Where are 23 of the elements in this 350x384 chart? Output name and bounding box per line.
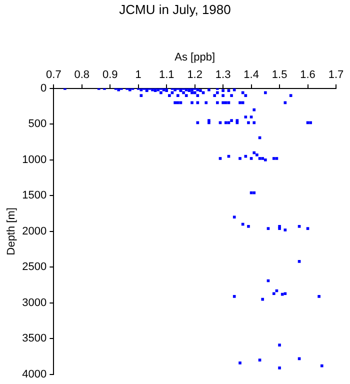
y-tick-label: 1500 — [22, 190, 47, 202]
y-tick-label: 2000 — [22, 225, 47, 238]
y-tick-label: 0 — [40, 82, 47, 94]
x-tick-label: 1 — [135, 68, 142, 81]
y-tick-label: 4000 — [22, 368, 47, 380]
x-axis-title: As [ppb] — [174, 52, 216, 64]
y-tick-label: 500 — [28, 118, 47, 130]
y-axis-title: Depth [m] — [6, 208, 18, 256]
x-tick-label: 0.9 — [102, 68, 118, 81]
y-tick-label: 3000 — [22, 296, 47, 309]
x-tick-label: 1.6 — [300, 68, 316, 81]
y-tick-label: 1000 — [22, 154, 47, 166]
x-tick-label: 1.5 — [272, 68, 288, 81]
x-tick-label: 0.8 — [74, 68, 90, 81]
x-tick-label: 0.7 — [46, 68, 62, 81]
x-tick-label: 1.4 — [244, 68, 259, 81]
y-tick-label: 2500 — [22, 261, 47, 274]
y-tick-label: 3500 — [22, 332, 47, 345]
x-tick-label: 1.3 — [215, 68, 231, 81]
x-tick-label: 1.2 — [187, 68, 202, 81]
x-tick-label: 1.1 — [158, 68, 174, 81]
chart-title: JCMU in July, 1980 — [118, 2, 232, 17]
x-tick-label: 1.7 — [328, 68, 344, 81]
